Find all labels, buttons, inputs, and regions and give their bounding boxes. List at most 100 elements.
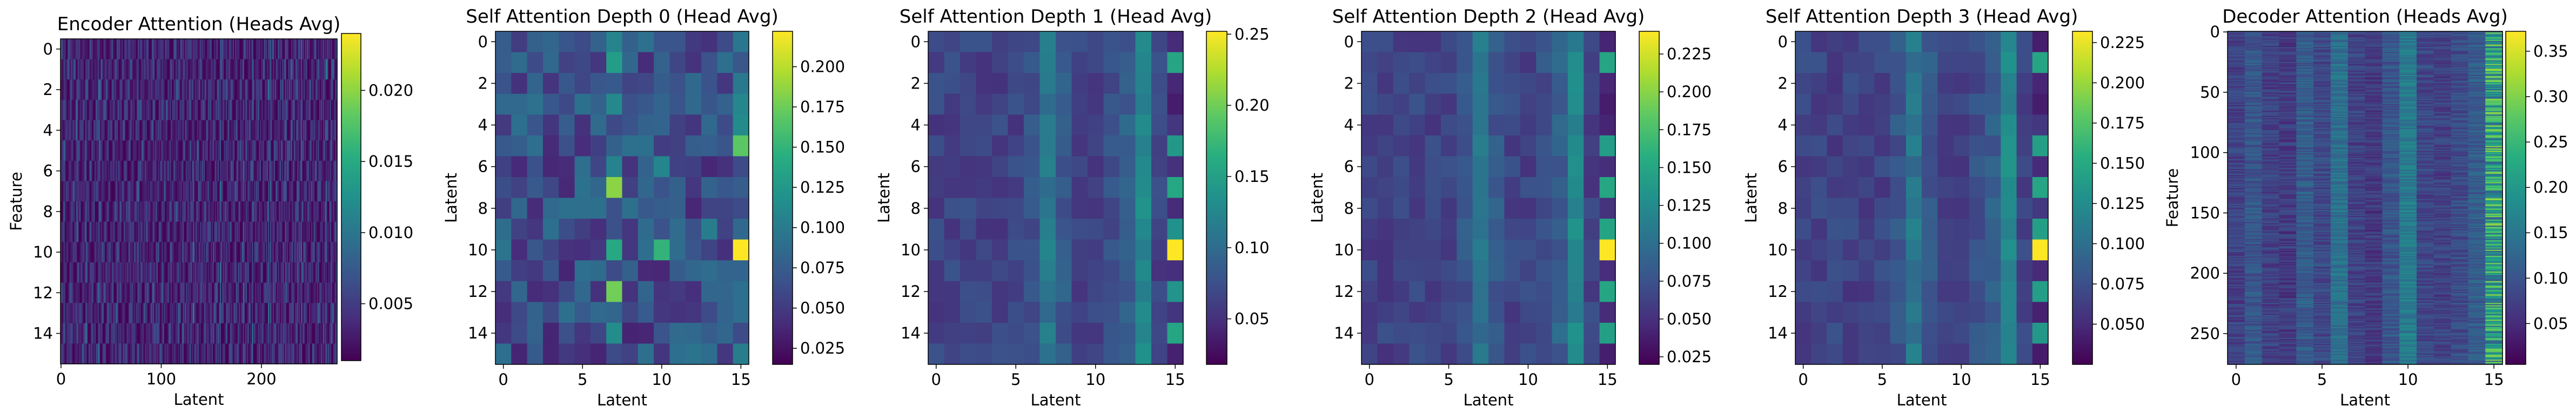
heatmap-cell — [79, 59, 81, 80]
heatmap-cell — [306, 99, 307, 121]
heatmap-cell — [113, 99, 115, 121]
heatmap-cell — [251, 181, 252, 202]
heatmap-cell — [132, 221, 135, 242]
heatmap-cell — [261, 201, 264, 222]
heatmap-cell — [307, 99, 308, 121]
heatmap-cell — [254, 201, 256, 222]
heatmap-cell — [300, 59, 301, 80]
heatmap-cell — [116, 181, 117, 202]
heatmap-cell — [283, 140, 285, 161]
heatmap-cell — [225, 242, 226, 263]
heatmap-cell — [185, 99, 187, 121]
heatmap-cell — [204, 323, 205, 344]
heatmap-cell — [332, 201, 334, 222]
heatmap-cell — [117, 221, 119, 242]
heatmap-cell — [61, 120, 63, 141]
heatmap-cell — [291, 221, 293, 242]
heatmap-cell — [289, 99, 291, 121]
heatmap-cell — [257, 120, 259, 141]
heatmap-cell — [226, 39, 227, 60]
heatmap-cell — [220, 181, 223, 202]
heatmap-cell — [260, 201, 261, 222]
heatmap-cell — [960, 302, 976, 323]
heatmap-cell — [287, 59, 289, 80]
heatmap-cell — [306, 242, 307, 263]
heatmap-cell — [321, 59, 323, 80]
heatmap-cell — [164, 140, 166, 161]
heatmap-cell — [197, 181, 198, 202]
heatmap-cell — [294, 140, 296, 161]
heatmap-cell — [85, 120, 87, 141]
heatmap-cell — [992, 239, 1008, 261]
heatmap-cell — [1119, 177, 1136, 198]
heatmap-cell — [295, 140, 297, 161]
heatmap-cell — [246, 303, 247, 324]
heatmap-cell — [239, 343, 240, 364]
heatmap-cell — [175, 282, 176, 303]
heatmap-cell — [272, 181, 273, 202]
heatmap-cell — [73, 59, 75, 80]
heatmap-cell — [185, 79, 186, 100]
heatmap-cell — [1039, 93, 1056, 115]
heatmap-cell — [638, 302, 654, 323]
heatmap-cell — [211, 181, 212, 202]
heatmap-cell — [1071, 52, 1088, 73]
heatmap-cell — [126, 140, 128, 161]
heatmap-cell — [155, 221, 156, 242]
heatmap-cell — [165, 343, 167, 364]
heatmap-cell — [279, 201, 280, 222]
heatmap-cell — [320, 79, 321, 100]
heatmap-cell — [167, 221, 169, 242]
heatmap-cell — [293, 140, 294, 161]
heatmap-cell — [88, 160, 90, 181]
heatmap-cell — [136, 242, 137, 263]
heatmap-cell — [234, 201, 237, 222]
heatmap-cell — [115, 140, 116, 161]
heatmap-cell — [300, 242, 301, 263]
heatmap-cell — [269, 201, 271, 222]
heatmap-cell — [225, 323, 226, 344]
heatmap-cell — [209, 120, 211, 141]
heatmap-cell — [112, 120, 114, 141]
heatmap-cell — [315, 242, 317, 263]
heatmap-cell — [128, 343, 129, 364]
heatmap-cell — [326, 160, 328, 181]
heatmap-cell — [701, 302, 717, 323]
heatmap-cell — [323, 262, 325, 283]
heatmap-cell — [167, 99, 169, 121]
heatmap-cell — [113, 140, 115, 161]
heatmap-cell — [133, 99, 135, 121]
heatmap-cell — [157, 99, 159, 121]
heatmap-cell — [202, 160, 204, 181]
heatmap-cell — [286, 201, 287, 222]
heatmap-cell — [274, 282, 277, 303]
heatmap-cell — [206, 79, 209, 100]
heatmap-cell — [206, 323, 209, 344]
heatmap-cell — [81, 262, 83, 283]
heatmap-cell — [289, 242, 291, 263]
heatmap-cell — [105, 160, 107, 181]
heatmap-cell — [315, 160, 317, 181]
heatmap-cell — [226, 140, 227, 161]
heatmap-cell — [226, 201, 229, 222]
heatmap-cell — [131, 140, 133, 161]
x-tick-label: 5 — [578, 370, 587, 389]
heatmap-cell — [335, 120, 337, 141]
heatmap-cell — [309, 79, 311, 100]
heatmap-cell — [1167, 239, 1184, 261]
heatmap-cell — [165, 201, 167, 222]
heatmap-cell — [99, 39, 101, 60]
heatmap-cell — [302, 201, 304, 222]
heatmap-cell — [321, 79, 323, 100]
heatmap-cell — [306, 343, 307, 364]
heatmap-cell — [91, 303, 93, 324]
heatmap-cell — [992, 93, 1008, 115]
heatmap-cell — [222, 323, 224, 344]
heatmap-cell — [146, 303, 148, 324]
heatmap-cell — [293, 343, 294, 364]
heatmap-cell — [219, 39, 222, 60]
heatmap-cell — [279, 160, 280, 181]
heatmap-cell — [123, 59, 124, 80]
heatmap-cell — [286, 160, 287, 181]
heatmap-cell — [199, 140, 202, 161]
